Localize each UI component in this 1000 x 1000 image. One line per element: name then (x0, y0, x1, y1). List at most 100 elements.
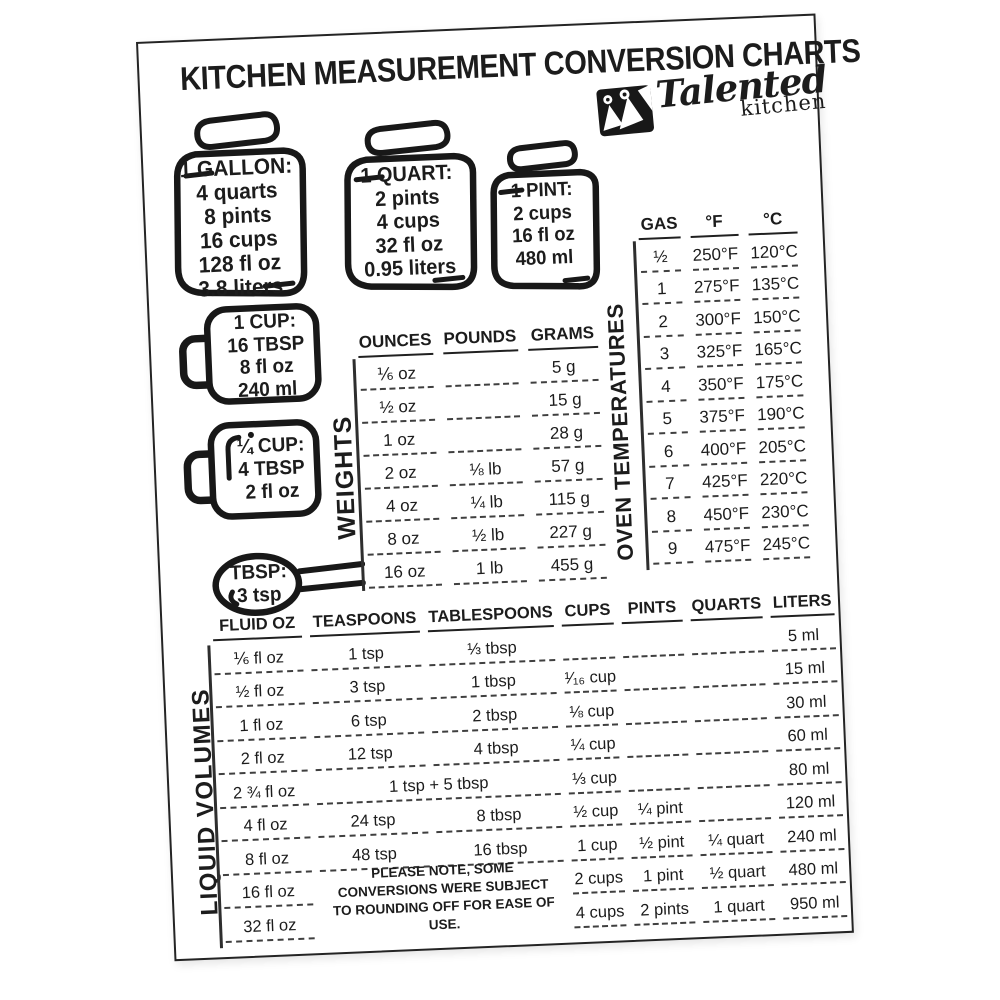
table-cell: 4 tbsp (428, 727, 564, 767)
tablespoon-spoon: TBSP: 3 tsp (209, 547, 367, 619)
table-cell: 8 oz (360, 519, 446, 556)
one-cup-mug: 1 CUP: 16 TBSP 8 fl oz 240 ml (173, 301, 323, 408)
one-cup-conversions: 1 CUP: 16 TBSP 8 fl oz 240 ml (216, 309, 317, 403)
table-cell: 5 g (523, 347, 604, 384)
table-cell: 1 oz (356, 420, 442, 458)
table-cell: ½ cup (565, 791, 626, 828)
table-cell: 245°C (756, 525, 817, 561)
table-cell: ½ quart (697, 852, 778, 890)
table-cell (689, 651, 770, 689)
table-cell: 190°C (750, 395, 811, 431)
table-cell: 2 cups (568, 858, 629, 895)
table-cell: ½ pint (626, 822, 697, 859)
cup-line: 4 TBSP (237, 456, 306, 482)
table-cell: 135°C (745, 265, 806, 301)
table-cell: 1 lb (446, 549, 532, 586)
table-cell: 205°C (752, 428, 813, 463)
table-cell: ⅛ lb (442, 450, 528, 487)
table-cell: 57 g (527, 446, 608, 483)
table-cell: 2 pints (629, 889, 700, 926)
gallon-conversions: 1 GALLON: 4 quarts 8 pints 16 cups 128 f… (174, 153, 302, 302)
table-cell: 24 tsp (313, 799, 432, 839)
table-cell: 6 tsp (309, 699, 428, 738)
table-cell: ¼ lb (444, 483, 530, 520)
table-cell (618, 621, 689, 658)
talented-kitchen-logo-icon (596, 84, 654, 137)
column-header: QUARTS (686, 594, 767, 622)
liquid-volumes-table: FLUID OZ TEASPOONS TABLESPOONS CUPS PINTS QUA… (208, 591, 851, 943)
jar-icon (332, 118, 484, 298)
table-cell: 1 pint (628, 855, 699, 892)
table-cell: 1 fl oz (212, 704, 311, 742)
column-header: POUNDS (437, 326, 523, 355)
table-cell: 120°C (744, 233, 805, 268)
column-header: OUNCES (352, 329, 438, 359)
jar-line: 480 ml (515, 245, 574, 270)
cup-line: 16 TBSP (226, 331, 305, 357)
table-cell: 950 ml (778, 883, 851, 920)
brand-logo: Talented kitchen (594, 57, 828, 152)
column-header: LITERS (766, 591, 839, 618)
quarter-cup-conversions: ¼ CUP: 4 TBSP 2 fl oz (227, 433, 316, 506)
table-cell: 1 quart (698, 886, 779, 923)
gallon-jar: 1 GALLON: 4 quarts 8 pints 16 cups 128 f… (161, 109, 314, 305)
table-cell: 4 oz (359, 486, 445, 524)
table-cell (438, 351, 524, 388)
quarter-cup-mug: ¼ CUP: 4 TBSP 2 fl oz (178, 417, 323, 523)
table-cell: 150°C (746, 298, 807, 333)
table-cell (558, 624, 619, 661)
table-cell: ⅙ fl oz (209, 637, 308, 675)
table-cell: 400°F (694, 430, 753, 466)
table-cell (619, 655, 690, 692)
table-cell: 2 oz (358, 453, 444, 491)
quart-jar: 1 QUART: 2 pints 4 cups 32 fl oz 0.95 li… (332, 118, 484, 298)
table-cell: ½ (634, 238, 687, 273)
table-cell: 15 ml (768, 648, 841, 685)
jar-icon (161, 109, 314, 305)
table-cell: 3 tsp (308, 666, 427, 705)
table-cell: 1 cup (567, 825, 628, 861)
pint-conversions: 1 PINT: 2 cups 16 fl oz 480 ml (491, 177, 595, 271)
table-cell: 175°C (749, 363, 810, 398)
table-cell: 60 ml (771, 715, 844, 752)
oven-temperatures-table: GAS °F °C ½ 250°F 120°C 1 275°F 135°C 2 300°F 150°… (633, 208, 817, 565)
table-cell: 165°C (748, 330, 809, 366)
table-cell: ⅛ cup (561, 691, 622, 728)
table-cell: ¼ cup (563, 724, 624, 761)
table-cell: 5 (641, 400, 694, 436)
table-cell: ¼ pint (625, 788, 696, 825)
table-cell: ⅙ oz (353, 354, 439, 392)
table-cell: 7 (643, 465, 696, 500)
table-cell: 16 fl oz (219, 871, 318, 910)
column-header: °F (685, 210, 744, 238)
table-cell: 12 tsp (311, 733, 430, 772)
table-cell: ¹⁄₁₆ cup (560, 657, 621, 694)
table-cell: 120 ml (774, 782, 847, 819)
table-cell (694, 785, 775, 823)
conversion-chart-sheet: KITCHEN MEASUREMENT CONVERSION CHARTS Ta… (136, 13, 861, 962)
table-cell (622, 722, 693, 759)
table-cell (687, 618, 768, 655)
table-cell (624, 755, 695, 792)
column-header: GAS (633, 213, 686, 241)
table-cell: 4 cups (570, 892, 631, 928)
table-cell: 6 (642, 433, 695, 468)
table-cell: 230°C (755, 493, 816, 528)
table-cell: 1 (635, 270, 688, 306)
table-cell: 425°F (695, 463, 754, 498)
column-header: GRAMS (522, 322, 603, 351)
table-cell: 32 fl oz (220, 905, 319, 943)
table-cell: 8 fl oz (218, 838, 317, 876)
table-cell: 275°F (687, 268, 746, 303)
table-cell: 2 ¾ fl oz (215, 771, 314, 809)
table-cell: 28 g (526, 413, 607, 450)
table-cell: 15 g (524, 380, 605, 417)
column-header: CUPS (557, 600, 618, 627)
table-note: PLEASE NOTE, SOME CONVERSIONS WERE SUBJE… (332, 860, 555, 933)
table-cell: 240 ml (775, 816, 848, 853)
table-cell: 1 tbsp (425, 660, 561, 700)
jar-icon (481, 139, 605, 296)
table-cell (441, 417, 527, 454)
table-cell: 8 tbsp (431, 794, 567, 834)
table-cell: ⅓ tbsp (424, 626, 560, 666)
